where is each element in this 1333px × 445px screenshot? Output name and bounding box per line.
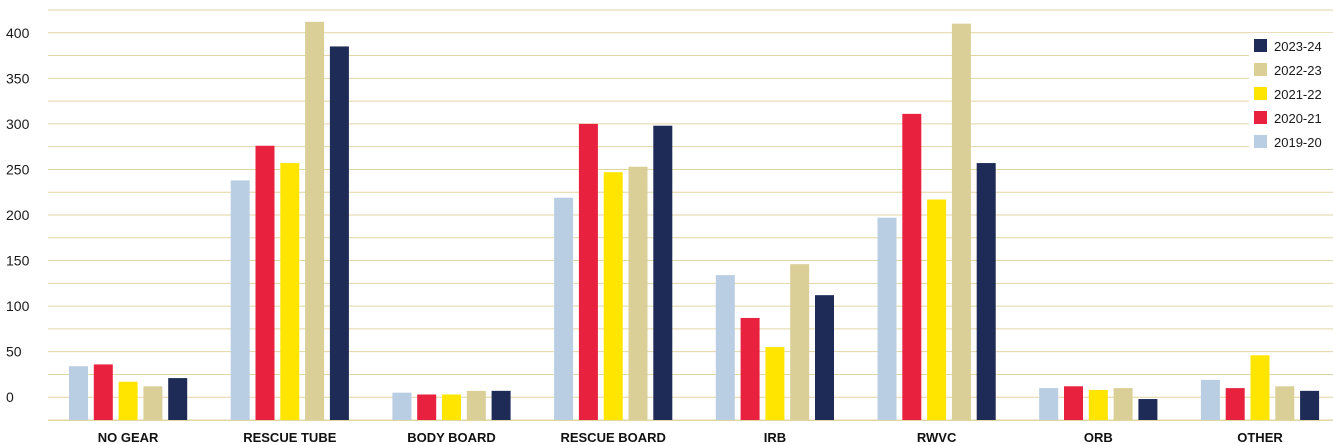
legend-label: 2023-24 <box>1274 39 1322 54</box>
y-tick-label: 250 <box>6 161 30 177</box>
bar-2023-24-orb <box>1138 399 1158 420</box>
bar-2023-24-irb <box>815 295 834 420</box>
x-category-label: RESCUE BOARD <box>560 430 665 445</box>
x-category-label: ORB <box>1084 430 1113 445</box>
bar-2019-20-orb <box>1039 388 1059 420</box>
y-tick-label: 300 <box>6 116 30 132</box>
bar-2019-20-rescue-board <box>554 197 574 420</box>
x-category-label: OTHER <box>1237 430 1283 445</box>
bar-2020-21-no-gear <box>93 364 113 420</box>
bars <box>69 21 1320 421</box>
y-tick-label: 350 <box>6 70 30 86</box>
y-tick-label: 50 <box>6 344 22 360</box>
bar-2023-24-rescue-tube <box>329 46 349 420</box>
bar-2021-22-body-board <box>442 394 461 420</box>
bar-2023-24-rescue-board <box>653 125 673 420</box>
bar-2019-20-rescue-tube <box>230 180 250 420</box>
bar-2021-22-other <box>1250 355 1270 420</box>
legend-swatch <box>1254 135 1267 148</box>
bar-2019-20-body-board <box>392 392 412 420</box>
bar-2021-22-rwvc <box>927 199 947 420</box>
bar-2022-23-irb <box>790 264 810 420</box>
bar-2019-20-no-gear <box>69 366 88 420</box>
legend-swatch <box>1254 111 1267 124</box>
bar-2021-22-orb <box>1088 389 1108 420</box>
bar-2019-20-irb <box>715 275 735 420</box>
bar-2022-23-body-board <box>466 390 486 420</box>
legend-swatch <box>1254 39 1267 52</box>
bar-2023-24-body-board <box>491 390 511 420</box>
bar-2021-22-rescue-board <box>603 172 623 420</box>
y-tick-label: 150 <box>6 253 30 269</box>
bar-2022-23-no-gear <box>143 386 163 420</box>
y-tick-label: 200 <box>6 207 30 223</box>
bar-2022-23-rescue-tube <box>305 21 325 420</box>
bar-2023-24-other <box>1300 390 1320 420</box>
legend-label: 2019-20 <box>1274 135 1322 150</box>
y-axis: 0 50 100 150 200 250 300 350 400 <box>6 25 30 405</box>
bar-2020-21-rescue-board <box>578 123 598 420</box>
bar-2019-20-rwvc <box>877 217 897 420</box>
bar-2023-24-no-gear <box>168 378 188 420</box>
x-category-label: NO GEAR <box>98 430 159 445</box>
bar-2022-23-other <box>1275 386 1295 420</box>
bar-2020-21-irb <box>740 317 760 420</box>
x-category-label: IRB <box>764 430 786 445</box>
legend-label: 2020-21 <box>1274 111 1322 126</box>
y-tick-label: 100 <box>6 298 30 314</box>
x-category-label: BODY BOARD <box>407 430 496 445</box>
legend: 2023-24 2022-23 2021-22 2020-21 2019-20 <box>1249 33 1333 151</box>
bar-2020-21-other <box>1225 388 1245 420</box>
bar-2020-21-rescue-tube <box>255 145 275 420</box>
legend-label: 2021-22 <box>1274 87 1322 102</box>
x-category-label: RWVC <box>917 430 957 445</box>
legend-swatch <box>1254 63 1267 76</box>
bar-2019-20-other <box>1200 379 1220 420</box>
bar-2021-22-no-gear <box>118 381 138 420</box>
bar-2020-21-rwvc <box>902 113 922 420</box>
legend-label: 2022-23 <box>1274 63 1322 78</box>
bar-2021-22-rescue-tube <box>280 163 300 421</box>
bar-2021-22-irb <box>765 347 785 420</box>
bar-2023-24-rwvc <box>976 163 996 421</box>
x-category-label: RESCUE TUBE <box>243 430 337 445</box>
y-tick-label: 400 <box>6 25 30 41</box>
bar-2022-23-rescue-board <box>628 166 648 420</box>
x-axis: NO GEAR RESCUE TUBE BODY BOARD RESCUE BOARD… <box>48 420 1333 445</box>
bar-2020-21-body-board <box>417 394 437 420</box>
bar-2022-23-orb <box>1113 388 1133 420</box>
y-tick-label: 0 <box>6 389 14 405</box>
bar-2020-21-orb <box>1064 386 1083 420</box>
legend-swatch <box>1254 87 1267 100</box>
bar-2022-23-rwvc <box>951 23 971 421</box>
